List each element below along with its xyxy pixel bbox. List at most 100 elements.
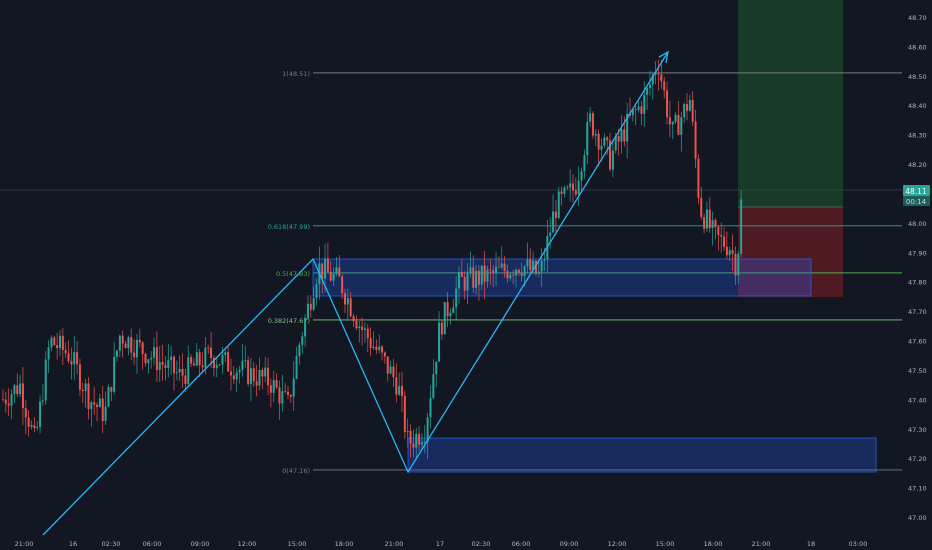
candlestick-series — [2, 59, 743, 459]
candle-body — [668, 117, 671, 125]
candle-body — [81, 389, 84, 392]
candle-body — [415, 433, 418, 448]
candle-body — [529, 259, 532, 271]
candle-body — [107, 387, 110, 407]
candle-body — [141, 342, 144, 354]
candle-body — [241, 360, 244, 370]
candle-body — [147, 359, 150, 364]
trend-path-line[interactable] — [42, 51, 669, 536]
price-axis[interactable]: 48.7048.6048.5048.4048.3048.2048.1048.00… — [902, 0, 932, 550]
candle-body — [594, 133, 597, 136]
candle-body — [292, 378, 295, 397]
time-tick-label: 02:30 — [102, 540, 121, 548]
candle-body — [67, 353, 70, 362]
candle-body — [235, 372, 238, 380]
time-tick-label: 21:00 — [385, 540, 404, 548]
candle-body — [127, 337, 130, 349]
candle-body — [329, 271, 332, 281]
candle-body — [41, 400, 44, 402]
price-tick-label: 47.90 — [908, 249, 927, 257]
candle-body — [363, 328, 366, 330]
candle-body — [121, 335, 124, 344]
time-tick-label: 15:00 — [288, 540, 307, 548]
long-position-tool[interactable] — [738, 0, 843, 297]
candle-body — [284, 391, 287, 392]
candle-body — [124, 343, 127, 349]
profit-target-zone[interactable] — [738, 0, 843, 207]
candle-body — [101, 398, 104, 421]
candle-body — [267, 367, 270, 386]
candle-body — [549, 232, 552, 237]
candle-body — [640, 106, 643, 114]
candle-body — [224, 352, 227, 355]
candle-body — [16, 385, 19, 395]
candle-body — [104, 406, 107, 421]
candle-body — [677, 115, 680, 135]
candle-body — [96, 404, 99, 408]
candle-body — [76, 352, 79, 365]
candle-body — [554, 211, 557, 218]
candle-body — [418, 433, 421, 445]
price-tick-label: 48.30 — [908, 132, 927, 140]
stop-loss-zone[interactable] — [738, 207, 843, 297]
candle-body — [116, 350, 118, 357]
candle-body — [406, 430, 409, 433]
candle-body — [460, 272, 463, 277]
price-tick-label: 48.70 — [908, 14, 927, 22]
time-tick-label: 18:00 — [335, 540, 354, 548]
upper-demand-zone[interactable] — [312, 258, 812, 297]
candle-body — [472, 267, 475, 288]
time-axis[interactable]: 21:00 16 02:30 06:00 09:00 12:00 15:00 18:00 21:… — [15, 540, 868, 548]
candle-body — [181, 368, 184, 376]
candle-body — [212, 357, 215, 369]
candle-body — [580, 171, 583, 181]
candle-body — [740, 199, 743, 254]
lower-demand-zone[interactable] — [407, 437, 877, 473]
candle-body — [64, 350, 67, 354]
candle-body — [697, 158, 700, 198]
candle-body — [463, 276, 466, 291]
candle-body — [321, 263, 324, 279]
candle-body — [269, 385, 272, 393]
time-tick-label: 15:00 — [656, 540, 675, 548]
candle-body — [238, 369, 241, 373]
candle-body — [366, 328, 369, 339]
trend-path-drawing[interactable] — [42, 50, 669, 536]
candle-body — [247, 360, 250, 385]
time-tick-label: 12:00 — [608, 540, 627, 548]
candle-body — [215, 365, 218, 369]
fib-level-label: 0.5(47.83) — [276, 270, 310, 278]
candle-body — [232, 375, 235, 380]
candle-body — [495, 266, 498, 273]
fibonacci-retracement[interactable]: 1(48.51) 0.618(47.99) 0.5(47.83) 0.382(47.6… — [268, 70, 902, 475]
time-tick-label: 18:00 — [704, 540, 723, 548]
candle-body — [252, 368, 255, 382]
candle-body — [278, 387, 281, 404]
candle-body — [429, 397, 432, 418]
candle-body — [666, 90, 669, 118]
time-tick-label: 06:00 — [512, 540, 531, 548]
time-tick-label: 02:30 — [472, 540, 491, 548]
candle-body — [352, 316, 355, 322]
fib-level-label: 0(47.16) — [282, 467, 310, 475]
candle-body — [557, 191, 560, 218]
price-tick-label: 48.20 — [908, 161, 927, 169]
candle-body — [170, 356, 173, 361]
candle-body — [486, 269, 489, 282]
candle-body — [13, 385, 16, 395]
candle-body — [589, 113, 592, 122]
candle-body — [304, 317, 307, 337]
time-tick-label: 03:00 — [849, 540, 868, 548]
price-tick-label: 48.40 — [908, 102, 927, 110]
price-tick-label: 47.80 — [908, 279, 927, 287]
candle-body — [731, 250, 734, 254]
candle-body — [398, 386, 401, 395]
candle-body — [497, 266, 500, 268]
candle-body — [346, 298, 349, 305]
candle-body — [33, 425, 36, 429]
trend-arrow-head — [658, 50, 669, 64]
candle-body — [56, 345, 59, 349]
demand-zones[interactable] — [312, 258, 877, 473]
